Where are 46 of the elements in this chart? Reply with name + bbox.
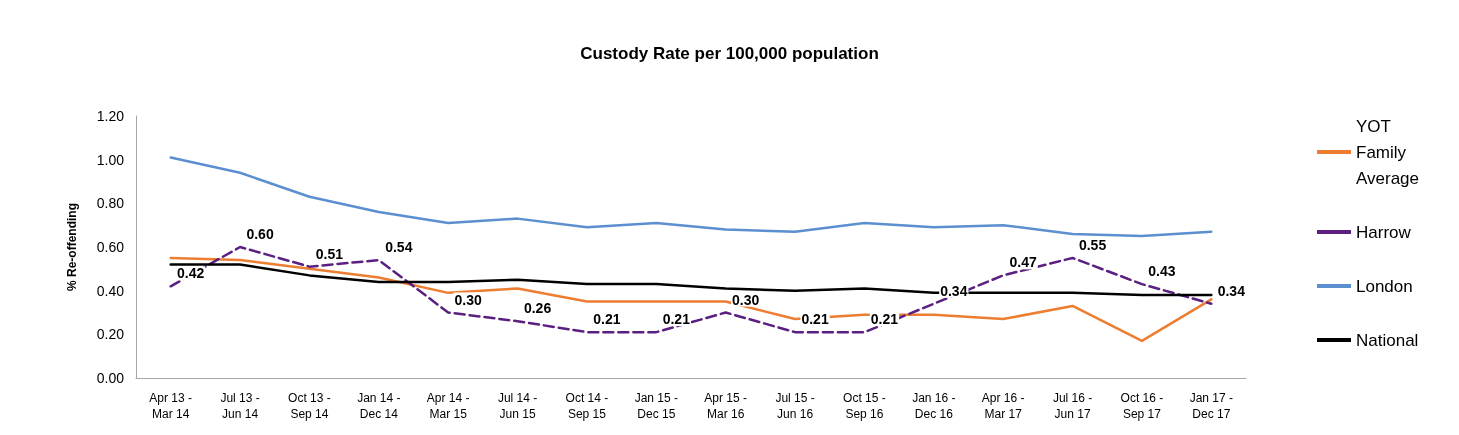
x-tick-label: Jan 14 - Dec 14	[357, 391, 401, 421]
y-tick-label: 0.80	[96, 195, 125, 212]
y-tick-label: 0.00	[96, 370, 125, 386]
x-tick-label: Apr 15 - Mar 16	[704, 391, 748, 421]
data-label: 0.21	[593, 311, 621, 328]
data-label: 0.21	[870, 311, 899, 328]
data-label: 0.42	[177, 265, 205, 282]
x-tick-label: Oct 16 - Sep 17	[1120, 391, 1164, 421]
x-tick-label: Apr 14 - Mar 15	[426, 391, 470, 421]
data-label: 0.55	[1078, 236, 1107, 253]
legend-label: National	[1356, 330, 1419, 350]
data-label: 0.21	[662, 311, 691, 328]
y-tick-label: 0.20	[96, 326, 125, 343]
x-tick-label: Jul 13 - Jun 14	[220, 391, 260, 421]
x-tick-label: Oct 14 - Sep 15	[565, 391, 609, 421]
data-label: 0.47	[1009, 254, 1038, 271]
data-label: 0.43	[1148, 263, 1176, 280]
x-tick-label: Oct 15 - Sep 16	[843, 391, 886, 421]
y-tick-label: 0.40	[96, 282, 125, 299]
x-tick-label: Oct 13 - Sep 14	[288, 391, 331, 421]
x-tick-label: Jul 16 - Jun 17	[1052, 391, 1093, 421]
x-tick-label: Apr 13 - Mar 14	[149, 391, 193, 421]
legend-label: Harrow	[1356, 222, 1412, 242]
legend-label: YOT Family Average	[1356, 116, 1420, 188]
data-label: 0.54	[385, 239, 413, 256]
data-label: 0.34	[940, 282, 968, 299]
line-series	[169, 156, 1213, 238]
data-label: 0.30	[732, 291, 760, 308]
y-tick-label: 1.20	[96, 108, 125, 124]
data-label: 0.26	[523, 300, 552, 317]
data-label: 0.21	[801, 311, 829, 328]
x-tick-label: Jan 15 - Dec 15	[634, 391, 678, 421]
data-label: 0.34	[1217, 282, 1246, 299]
data-label: 0.60	[246, 226, 274, 242]
legend-label: London	[1356, 276, 1413, 296]
y-axis-title: % Re-offending	[65, 203, 79, 291]
x-tick-label: Jan 16 - Dec 16	[912, 391, 956, 421]
x-tick-label: Jul 15 - Jun 16	[775, 391, 815, 421]
y-tick-label: 1.00	[96, 151, 125, 168]
data-label: 0.30	[454, 291, 483, 308]
x-tick-label: Apr 16 - Mar 17	[981, 391, 1025, 421]
y-tick-label: 0.60	[96, 239, 125, 255]
x-tick-label: Jan 17 - Dec 17	[1189, 391, 1233, 421]
x-tick-label: Jul 14 - Jun 15	[497, 391, 538, 421]
chart-title: Custody Rate per 100,000 population	[580, 44, 879, 63]
data-label: 0.51	[315, 245, 344, 262]
